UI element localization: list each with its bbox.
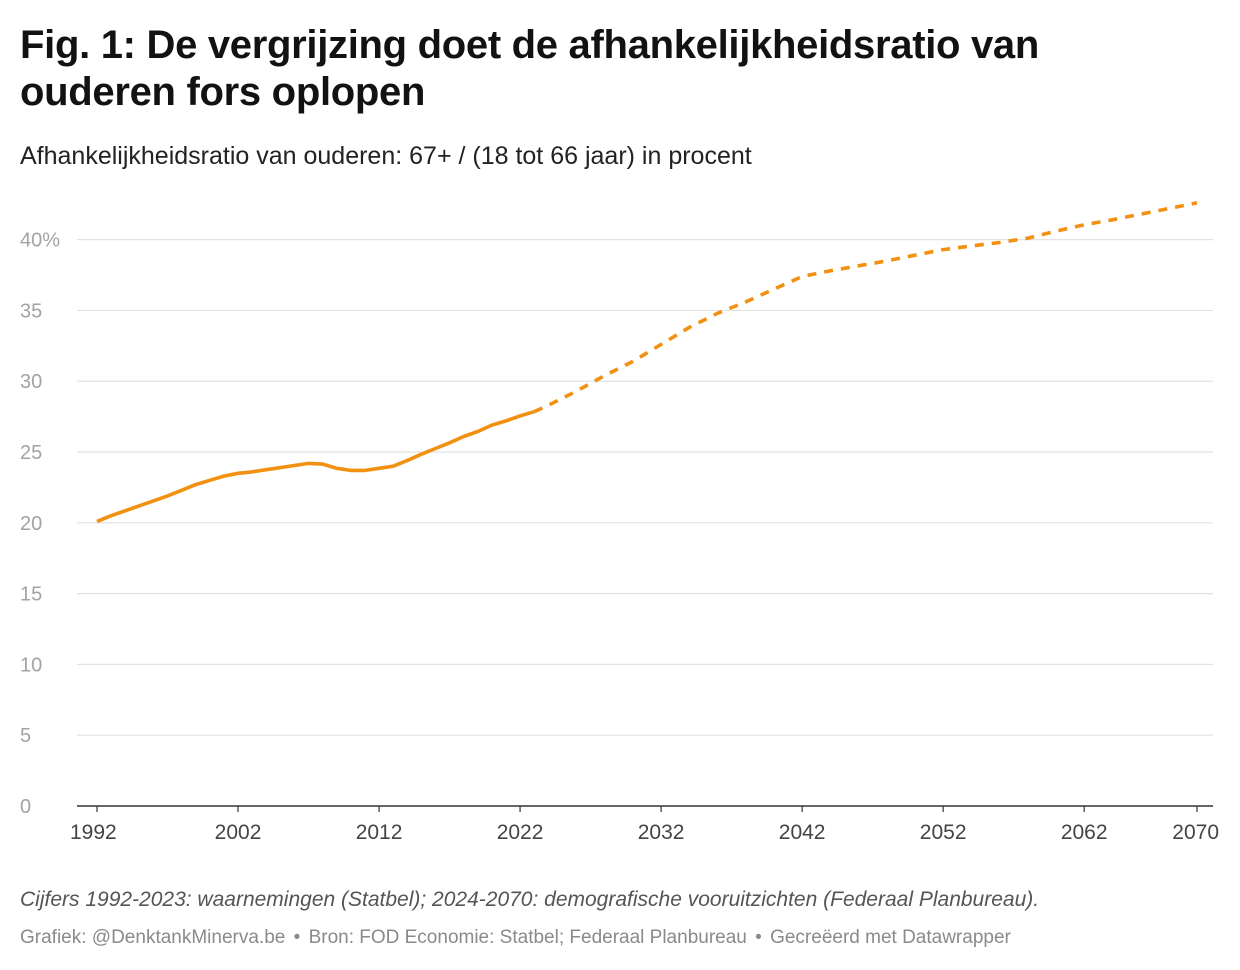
x-tick-label: 2042 <box>779 821 826 844</box>
x-tick-label: 2070 <box>1172 821 1219 844</box>
x-tick-label: 2062 <box>1061 821 1108 844</box>
x-tick-label: 2022 <box>497 821 544 844</box>
series-lines <box>96 201 1198 524</box>
footer-credit: Grafiek: @DenktankMinerva.be <box>20 927 286 948</box>
footer-tool: Gecreëerd met Datawrapper <box>770 927 1011 948</box>
chart-footer: Grafiek: @DenktankMinerva.be • Bron: FOD… <box>20 925 1011 950</box>
footer-source: Bron: FOD Economie: Statbel; Federaal Pl… <box>308 927 747 948</box>
x-tick-label: 2052 <box>920 821 967 844</box>
x-tick-label: 2002 <box>215 821 262 844</box>
chart-subtitle: Afhankelijkheidsratio van ouderen: 67+ /… <box>20 142 752 170</box>
observed-series-line <box>96 409 535 524</box>
y-axis-tick-labels: 0 5 10 15 20 25 30 35 40% <box>20 230 60 818</box>
x-tick-label: 2012 <box>356 821 403 844</box>
y-tick-label: 15 <box>20 584 42 606</box>
y-tick-label: 35 <box>20 300 42 322</box>
chart-title: Fig. 1: De vergrijzing doet de afhankeli… <box>20 23 1040 114</box>
footer-separator: • <box>293 927 301 948</box>
y-tick-label: 25 <box>20 442 42 464</box>
line-chart: 0 5 10 15 20 25 30 35 40% 1992 2002 2012 2022 2032 20… <box>20 201 1219 844</box>
y-tick-label: 30 <box>20 371 42 393</box>
chart-note: Cijfers 1992-2023: waarnemingen (Statbel… <box>20 888 1040 911</box>
y-tick-label: 5 <box>20 725 31 747</box>
x-tick-label: 1992 <box>70 821 117 844</box>
footer-separator: • <box>755 927 762 948</box>
y-tick-label: 20 <box>20 513 42 535</box>
y-tick-label: 10 <box>20 654 42 676</box>
x-axis-tick-labels: 1992 2002 2012 2022 2032 2042 2052 2062 2070 <box>70 821 1219 844</box>
y-tick-label: 40% <box>20 230 60 252</box>
x-tick-label: 2032 <box>638 821 685 844</box>
projection-series-line <box>533 201 1198 414</box>
gridlines <box>77 239 1213 812</box>
y-tick-label: 0 <box>20 796 31 818</box>
